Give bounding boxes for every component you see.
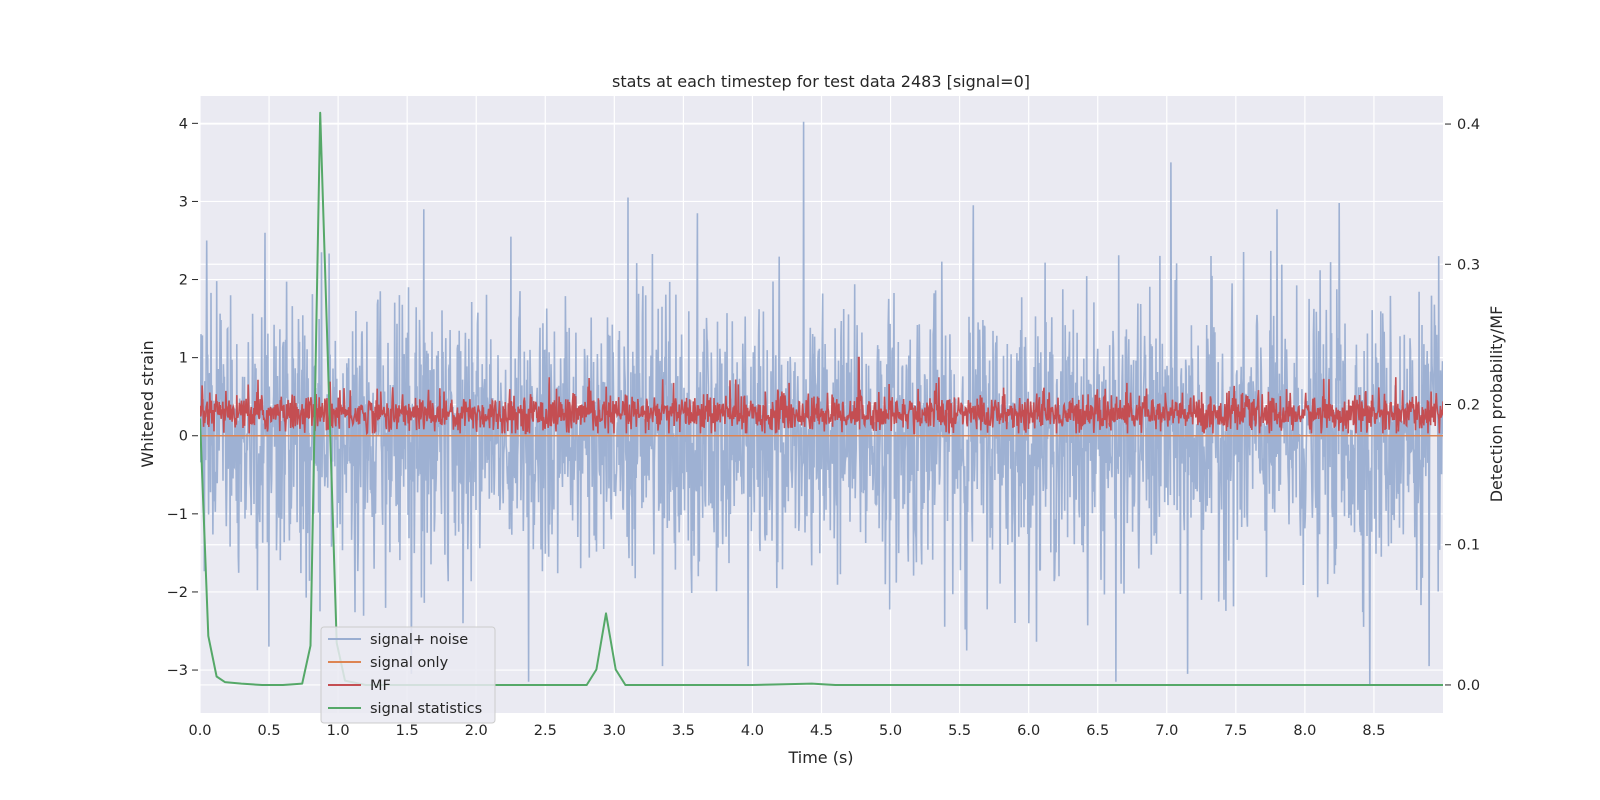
series-layer — [200, 111, 1443, 686]
y-left-tick-label: −2 — [167, 585, 188, 601]
x-tick-labels: 0.0 0.5 1.0 1.5 2.0 2.5 3.0 3.5 4.0 4.5 5.0 5.5 6.0 6… — [188, 723, 1385, 739]
y-left-tick-labels: −3 −2 −1 0 1 2 3 4 — [167, 116, 198, 679]
legend-label-noise: signal+ noise — [370, 632, 468, 648]
y-left-tick-label: 4 — [179, 116, 188, 132]
x-tick-label: 1.5 — [396, 723, 419, 739]
x-tick-label: 5.5 — [948, 723, 971, 739]
x-tick-label: 8.5 — [1362, 723, 1385, 739]
series-mf — [200, 356, 1443, 436]
legend-label-mf: MF — [370, 678, 391, 694]
x-tick-label: 3.5 — [672, 723, 695, 739]
x-tick-label: 2.5 — [534, 723, 557, 739]
legend-label-signal-only: signal only — [370, 655, 449, 671]
y-right-tick-label: 0.2 — [1457, 398, 1480, 414]
y-left-tick-label: 3 — [179, 194, 188, 210]
y-right-tick-label: 0.1 — [1457, 538, 1480, 554]
y-axis-label-left: Whitened strain — [138, 340, 157, 467]
y-right-tick-label: 0.0 — [1457, 678, 1480, 694]
y-left-tick-label: 0 — [179, 429, 188, 445]
y-right-tick-labels: 0.0 0.1 0.2 0.3 0.4 — [1445, 117, 1480, 694]
y-left-tick-label: −1 — [167, 507, 188, 523]
series-signal-statistics — [200, 111, 1443, 686]
y-left-tick-label: −3 — [167, 663, 188, 679]
x-tick-label: 1.0 — [327, 723, 350, 739]
y-left-tick-label: 1 — [179, 351, 188, 367]
x-tick-label: 3.0 — [603, 723, 626, 739]
series-signal-noise — [200, 121, 1443, 686]
x-tick-label: 5.0 — [879, 723, 902, 739]
x-tick-label: 0.0 — [188, 723, 211, 739]
y-left-tick-label: 2 — [179, 273, 188, 289]
y-right-tick-label: 0.3 — [1457, 257, 1480, 273]
legend: signal+ noise signal only MF signal stat… — [320, 626, 496, 724]
legend-box — [320, 626, 496, 724]
legend-label-stats: signal statistics — [370, 701, 482, 717]
y-right-tick-label: 0.4 — [1457, 117, 1480, 133]
x-tick-label: 6.0 — [1017, 723, 1040, 739]
x-tick-label: 6.5 — [1086, 723, 1109, 739]
x-tick-label: 4.0 — [741, 723, 764, 739]
x-tick-label: 0.5 — [258, 723, 281, 739]
x-axis-label: Time (s) — [787, 748, 853, 767]
chart-title: stats at each timestep for test data 248… — [612, 72, 1030, 91]
x-tick-label: 7.5 — [1224, 723, 1247, 739]
x-tick-label: 7.0 — [1155, 723, 1178, 739]
x-tick-label: 8.0 — [1293, 723, 1316, 739]
x-tick-label: 2.0 — [465, 723, 488, 739]
y-axis-label-right: Detection probability/MF — [1487, 306, 1506, 503]
x-tick-label: 4.5 — [810, 723, 833, 739]
